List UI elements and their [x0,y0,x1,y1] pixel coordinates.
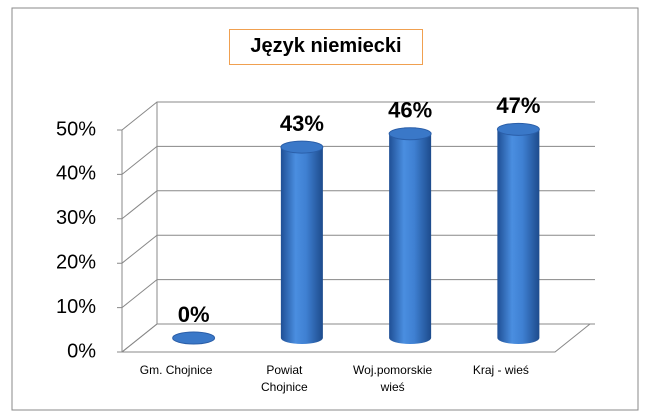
chart-title: Język niemiecki [229,29,423,65]
y-tick-label: 20% [56,251,96,273]
bar [497,123,540,344]
grid-line [117,190,595,220]
y-tick-label: 30% [56,207,96,229]
bar [280,141,323,344]
value-label: 0% [178,302,210,327]
y-tick-label: 40% [56,163,96,185]
value-label: 46% [388,98,432,123]
x-tick-label: Woj.pomorskie wieś [353,363,433,394]
grid-line [117,234,595,264]
grid-line [117,323,595,353]
y-tick-label: 0% [67,340,96,362]
frame [11,7,639,411]
bar-top [496,122,540,136]
bar [389,127,432,344]
grid-line [117,145,595,175]
bar-top [388,127,432,141]
x-tick-label: Powiat Chojnice [261,363,308,394]
grid-line [117,279,595,309]
value-label: 43% [280,111,324,136]
grid-line [117,101,595,131]
x-tick-label: Gm. Chojnice [139,363,213,377]
value-label: 47% [496,93,540,118]
y-tick-label: 50% [56,118,96,140]
x-tick-label: Kraj - wieś [472,363,529,377]
y-tick-label: 10% [56,296,96,318]
bar-top [280,140,324,154]
bar-top [172,331,216,345]
